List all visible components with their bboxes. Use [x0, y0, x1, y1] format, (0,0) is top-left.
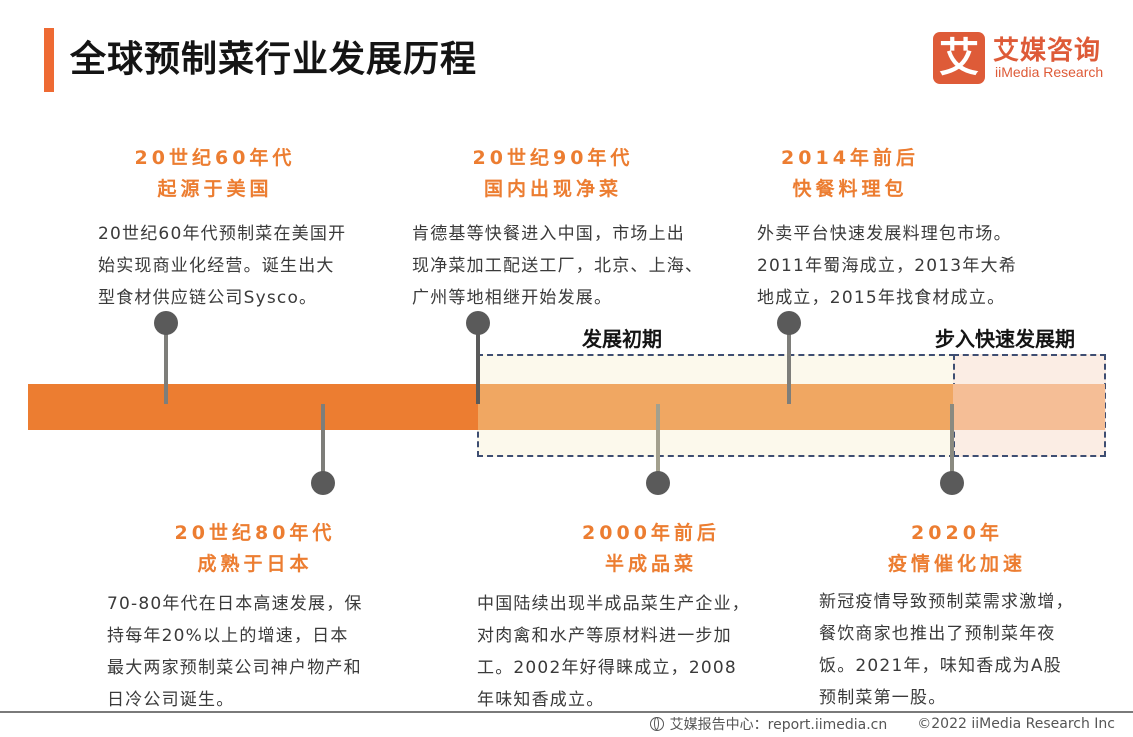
- event-headline: 疫情催化加速: [887, 553, 1026, 575]
- event-headline: 半成品菜: [604, 553, 697, 575]
- event-card-2020: 2020年 疫情催化加速: [872, 518, 1042, 580]
- phase-label-initial: 发展初期: [582, 327, 662, 351]
- event-period: 2000年前后: [582, 522, 720, 544]
- event-headline: 国内出现净菜: [483, 178, 622, 200]
- event-period: 20世纪90年代: [472, 147, 634, 169]
- event-body-1990s: 肯德基等快餐进入中国，市场上出 现净菜加工配送工厂，北京、上海、 广州等地相继开…: [412, 224, 704, 308]
- pin-stem-2014: [787, 323, 791, 404]
- footer-divider: [0, 711, 1133, 713]
- pin-stem-2000: [656, 404, 660, 484]
- event-card-1990s: 20世纪90年代 国内出现净菜: [448, 143, 658, 205]
- timeline-segment-early: [28, 384, 478, 430]
- event-card-2014: 2014年前后 快餐料理包: [770, 143, 930, 205]
- event-period: 2020年: [911, 522, 1003, 544]
- pin-stem-1990s: [476, 323, 480, 404]
- event-period: 2014年前后: [781, 147, 919, 169]
- pin-marker-icon: [311, 471, 335, 495]
- footer-copyright: ©2022 iiMedia Research Inc: [917, 716, 1115, 732]
- event-body-2020: 新冠疫情导致预制菜需求激增， 餐饮商家也推出了预制菜年夜 饭。2021年，味知香…: [819, 592, 1074, 708]
- pin-stem-1960s: [164, 323, 168, 404]
- page-title: 全球预制菜行业发展历程: [70, 39, 478, 80]
- pin-stem-2020: [950, 404, 954, 484]
- event-card-1960s: 20世纪60年代 起源于美国: [110, 143, 410, 205]
- footer: 艾媒报告中心：report.iimedia.cn ©2022 iiMedia R…: [649, 714, 1115, 734]
- event-body-2014: 外卖平台快速发展料理包市场。 2011年蜀海成立，2013年大希 地成立，201…: [757, 224, 1017, 308]
- logo-name-cn: 艾媒咨询: [993, 36, 1102, 66]
- pin-marker-icon: [646, 471, 670, 495]
- pin-marker-icon: [777, 311, 801, 335]
- event-headline: 快餐料理包: [792, 178, 908, 200]
- event-headline: 成熟于日本: [197, 553, 313, 575]
- logo-mark-icon: 艾: [933, 32, 985, 84]
- event-body-2000: 中国陆续出现半成品菜生产企业， 对肉禽和水产等原材料进一步加 工。2002年好得…: [477, 594, 750, 710]
- timeline-segment-initial: [478, 384, 953, 430]
- event-period: 20世纪80年代: [174, 522, 336, 544]
- phase-label-rapid: 步入快速发展期: [935, 327, 1075, 351]
- pin-stem-1980s: [321, 404, 325, 484]
- event-card-1980s: 20世纪80年代 成熟于日本: [150, 518, 360, 580]
- logo-name-en: iiMedia Research: [995, 64, 1104, 80]
- event-body-1960s: 20世纪60年代预制菜在美国开 始实现商业化经营。诞生出大 型食材供应链公司Sy…: [98, 224, 347, 308]
- event-period: 20世纪60年代: [134, 147, 296, 169]
- footer-source: 艾媒报告中心：report.iimedia.cn: [669, 717, 888, 733]
- title-accent-bar: [44, 28, 54, 92]
- event-headline: 起源于美国: [157, 178, 273, 200]
- timeline-segment-rapid: [953, 384, 1105, 430]
- brand-logo: 艾 艾媒咨询 iiMedia Research: [933, 32, 1123, 87]
- globe-icon: [649, 717, 664, 731]
- pin-marker-icon: [466, 311, 490, 335]
- pin-marker-icon: [940, 471, 964, 495]
- pin-marker-icon: [154, 311, 178, 335]
- event-body-1980s: 70-80年代在日本高速发展，保 持每年20%以上的增速，日本 最大两家预制菜公…: [107, 594, 363, 710]
- event-card-2000: 2000年前后 半成品菜: [566, 518, 736, 580]
